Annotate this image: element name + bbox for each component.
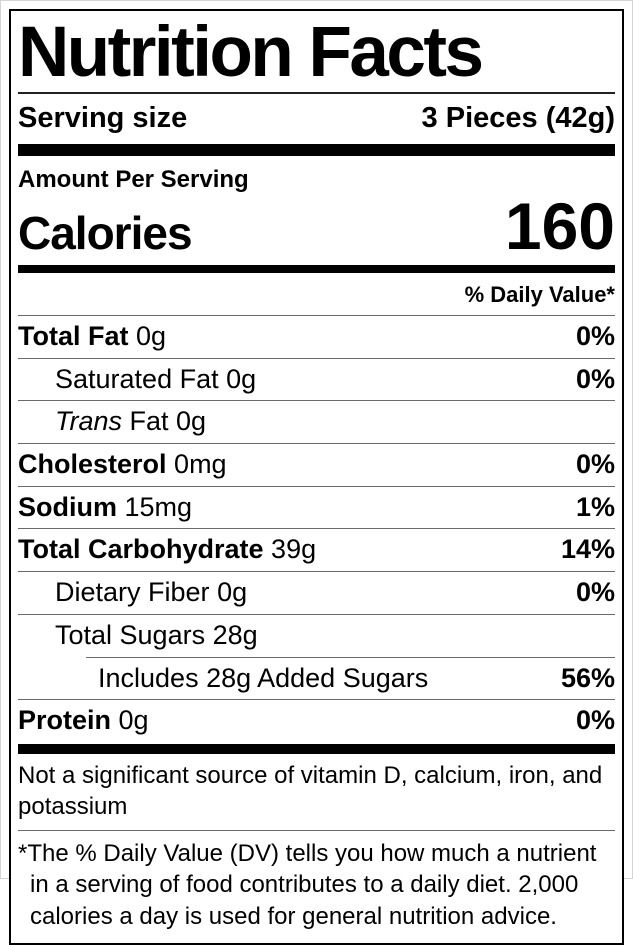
daily-value-header: % Daily Value* — [464, 282, 615, 307]
nutrient-name: Protein 0g — [18, 705, 149, 736]
nutrient-daily-value: 56% — [560, 662, 615, 693]
serving-size-row: Serving size 3 Pieces (42g) — [18, 94, 615, 144]
serving-size-label: Serving size — [18, 102, 188, 134]
amount-per-serving-label: Amount Per Serving — [18, 166, 249, 193]
calories-label: Calories — [18, 207, 193, 259]
row-divider — [18, 699, 615, 701]
nutrient-daily-value: 0% — [575, 321, 615, 351]
row-divider — [18, 571, 615, 573]
title-divider — [18, 92, 615, 94]
nutrient-name: Includes 28g Added Sugars — [98, 662, 429, 693]
nutrient-daily-value: 1% — [575, 491, 615, 522]
note-divider — [18, 830, 615, 832]
nutrition-facts-label: Nutrition Facts Serving size 3 Pieces (4… — [9, 9, 624, 945]
row-divider — [18, 315, 615, 316]
nutrient-daily-value: 0% — [575, 363, 615, 394]
nutrient-daily-value: 0% — [575, 705, 615, 736]
nutrient-row-total-fat: Total Fat 0g 0% — [18, 316, 615, 358]
row-divider — [18, 613, 615, 615]
nutrient-row-total-sugars: Total Sugars 28g — [18, 615, 615, 657]
serving-size-value: 3 Pieces (42g) — [421, 102, 615, 134]
row-divider-indented — [86, 656, 615, 658]
nutrient-name: Total Carbohydrate 39g — [18, 534, 317, 565]
nutrient-name: Total Sugars 28g — [55, 619, 258, 650]
nutrient-name: Trans Fat 0g — [55, 406, 207, 437]
nutrient-name: Sodium 15mg — [18, 491, 193, 522]
nutrient-daily-value: 0% — [575, 577, 615, 608]
calories-row: Calories 160 — [18, 189, 615, 263]
nutrient-row-added-sugars: Includes 28g Added Sugars 56% — [18, 658, 615, 700]
daily-value-footnote: *The % Daily Value (DV) tells you how mu… — [18, 840, 597, 930]
nutrient-name: Dietary Fiber 0g — [55, 577, 248, 608]
nutrient-name: Total Fat 0g — [18, 321, 167, 351]
label-title: Nutrition Facts — [18, 13, 484, 92]
nutrient-row-saturated-fat: Saturated Fat 0g 0% — [18, 359, 615, 401]
insignificant-source-note: Not a significant source of vitamin D, c… — [18, 761, 603, 821]
thick-separator-bar — [18, 144, 615, 156]
nutrient-row-sodium: Sodium 15mg 1% — [18, 487, 615, 529]
calories-value: 160 — [504, 189, 615, 263]
thick-separator-bar — [18, 265, 615, 273]
nutrient-row-trans-fat: Trans Fat 0g — [18, 401, 615, 443]
row-divider — [18, 400, 615, 402]
nutrient-daily-value: 0% — [575, 449, 615, 480]
row-divider — [18, 443, 615, 445]
nutrient-daily-value: 14% — [560, 534, 615, 565]
row-divider — [18, 357, 615, 359]
nutrient-row-total-carbohydrate: Total Carbohydrate 39g 14% — [18, 529, 615, 571]
row-divider — [18, 485, 615, 487]
thick-separator-bar — [18, 743, 615, 754]
nutrient-row-protein: Protein 0g 0% — [18, 700, 615, 742]
nutrient-row-dietary-fiber: Dietary Fiber 0g 0% — [18, 572, 615, 614]
nutrient-name: Cholesterol 0mg — [18, 449, 227, 480]
row-divider — [18, 528, 615, 530]
nutrient-row-cholesterol: Cholesterol 0mg 0% — [18, 444, 615, 486]
nutrient-name: Saturated Fat 0g — [55, 363, 257, 394]
